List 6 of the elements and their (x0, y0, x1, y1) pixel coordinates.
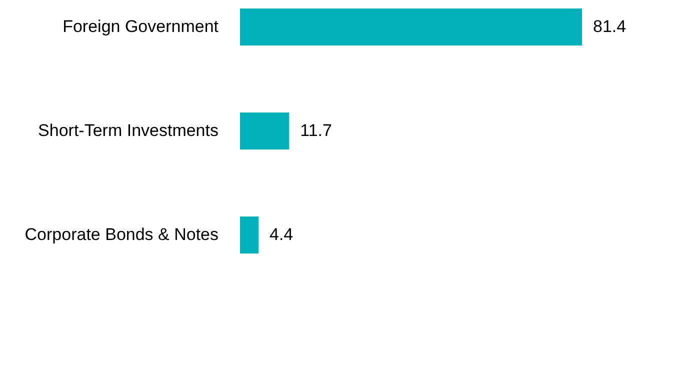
data-label: 4.4 (269, 224, 294, 244)
data-label: 11.7 (300, 121, 332, 140)
y-tick-label: Corporate Bonds & Notes (24, 224, 218, 244)
data-label: 81.4 (593, 17, 626, 36)
y-tick-label: Short-Term Investments (38, 121, 218, 140)
y-tick-label: Foreign Government (62, 17, 219, 36)
